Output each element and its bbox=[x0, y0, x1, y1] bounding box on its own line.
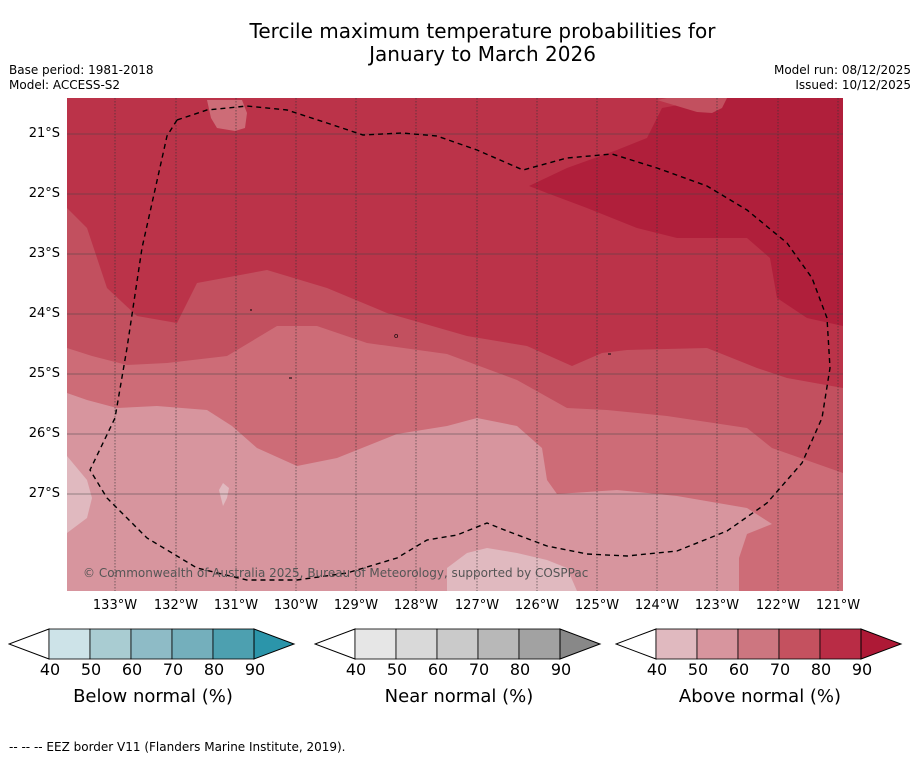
map-title-line2: January to March 2026 bbox=[369, 42, 596, 66]
colorbar-near-normal: 40 50 60 70 80 90 Near normal (%) bbox=[314, 628, 604, 728]
colorbar-swatch bbox=[89, 628, 132, 660]
lon-label-129w: 129°W bbox=[333, 598, 379, 613]
island-label: o bbox=[394, 332, 398, 340]
colorbar-swatch bbox=[696, 628, 739, 660]
colorbar-swatch bbox=[436, 628, 479, 660]
colorbar-extend-low bbox=[8, 628, 50, 660]
colorbar-swatch bbox=[48, 628, 91, 660]
colorbar-above-swatches bbox=[615, 628, 903, 660]
colorbar-extend-high bbox=[253, 628, 296, 660]
colorbar-tick: 40 bbox=[39, 660, 61, 679]
colorbar-swatch bbox=[477, 628, 520, 660]
model-name: Model: ACCESS-S2 bbox=[9, 78, 121, 92]
colorbar-swatch bbox=[212, 628, 255, 660]
colorbar-tick: 70 bbox=[769, 660, 791, 679]
colorbar-extend-high bbox=[559, 628, 602, 660]
map-title-line1: Tercile maximum temperature probabilitie… bbox=[249, 19, 716, 43]
colorbar-extend-low bbox=[314, 628, 356, 660]
colorbar-swatch bbox=[518, 628, 561, 660]
band-70 bbox=[657, 98, 727, 113]
band-40 bbox=[219, 483, 229, 506]
colorbar-near-swatches bbox=[314, 628, 602, 660]
lat-label-23s: 23°S bbox=[28, 246, 60, 261]
colorbar-tick: 50 bbox=[80, 660, 102, 679]
colorbar-title: Near normal (%) bbox=[384, 686, 534, 707]
colorbar-swatch bbox=[354, 628, 397, 660]
colorbar-swatch bbox=[737, 628, 780, 660]
colorbar-tick: 90 bbox=[550, 660, 572, 679]
lon-label-131w: 131°W bbox=[213, 598, 259, 613]
lat-label-27s: 27°S bbox=[28, 486, 60, 501]
parallels bbox=[67, 133, 843, 495]
colorbar-below-swatches bbox=[8, 628, 296, 660]
colorbar-swatch bbox=[778, 628, 821, 660]
colorbar-tick: 70 bbox=[162, 660, 184, 679]
colorbar-swatch bbox=[395, 628, 438, 660]
colorbar-tick: 60 bbox=[121, 660, 143, 679]
colorbar-tick: 80 bbox=[810, 660, 832, 679]
colorbar-above-normal: 40 50 60 70 80 90 Above normal (%) bbox=[615, 628, 905, 728]
model-run: Model run: 08/12/2025 bbox=[773, 63, 911, 77]
colorbar-tick: 80 bbox=[509, 660, 531, 679]
graticule bbox=[114, 98, 839, 591]
base-period: Base period: 1981-2018 bbox=[9, 63, 154, 77]
band-50 bbox=[67, 393, 772, 591]
colorbar-tick: 40 bbox=[345, 660, 367, 679]
colorbar-swatch bbox=[819, 628, 862, 660]
band-40 bbox=[447, 548, 577, 591]
colorbar-tick: 40 bbox=[646, 660, 668, 679]
colorbar-swatch bbox=[171, 628, 214, 660]
colorbar-tick: 90 bbox=[244, 660, 266, 679]
colorbar-tick: 90 bbox=[851, 660, 873, 679]
issued-date: Issued: 10/12/2025 bbox=[795, 78, 911, 92]
lon-label-128w: 128°W bbox=[393, 598, 439, 613]
lon-label-123w: 123°W bbox=[694, 598, 740, 613]
colorbar-tick: 80 bbox=[203, 660, 225, 679]
band-60 bbox=[207, 100, 247, 131]
lon-label-122w: 122°W bbox=[755, 598, 801, 613]
colorbar-title: Below normal (%) bbox=[73, 686, 233, 707]
lat-label-24s: 24°S bbox=[28, 306, 60, 321]
colorbar-tick: 50 bbox=[386, 660, 408, 679]
lat-label-26s: 26°S bbox=[28, 426, 60, 441]
lon-label-124w: 124°W bbox=[634, 598, 680, 613]
colorbar-tick: 70 bbox=[468, 660, 490, 679]
lat-label-21s: 21°S bbox=[28, 126, 60, 141]
colorbar-swatch bbox=[130, 628, 173, 660]
colorbar-below-normal: 40 50 60 70 80 90 Below normal (%) bbox=[8, 628, 298, 728]
lon-label-133w: 133°W bbox=[92, 598, 138, 613]
lat-label-25s: 25°S bbox=[28, 366, 60, 381]
lon-label-130w: 130°W bbox=[273, 598, 319, 613]
lon-label-132w: 132°W bbox=[153, 598, 199, 613]
colorbar-tick: 60 bbox=[728, 660, 750, 679]
colorbar-extend-low bbox=[615, 628, 657, 660]
band-40 bbox=[67, 456, 92, 533]
colorbar-title: Above normal (%) bbox=[678, 686, 842, 707]
map-copyright: © Commonwealth of Australia 2025, Bureau… bbox=[83, 566, 588, 580]
lon-label-127w: 127°W bbox=[454, 598, 500, 613]
colorbar-tick: 50 bbox=[687, 660, 709, 679]
lat-label-22s: 22°S bbox=[28, 186, 60, 201]
eez-border bbox=[89, 105, 831, 581]
lon-label-121w: 121°W bbox=[815, 598, 861, 613]
colorbar-tick: 60 bbox=[427, 660, 449, 679]
probability-map: © Commonwealth of Australia 2025, Bureau… bbox=[67, 98, 843, 591]
colorbar-swatch bbox=[655, 628, 698, 660]
lon-label-125w: 125°W bbox=[574, 598, 620, 613]
lon-label-126w: 126°W bbox=[514, 598, 560, 613]
colorbar-extend-high bbox=[860, 628, 903, 660]
eez-footnote: -- -- -- EEZ border V11 (Flanders Marine… bbox=[9, 740, 346, 754]
